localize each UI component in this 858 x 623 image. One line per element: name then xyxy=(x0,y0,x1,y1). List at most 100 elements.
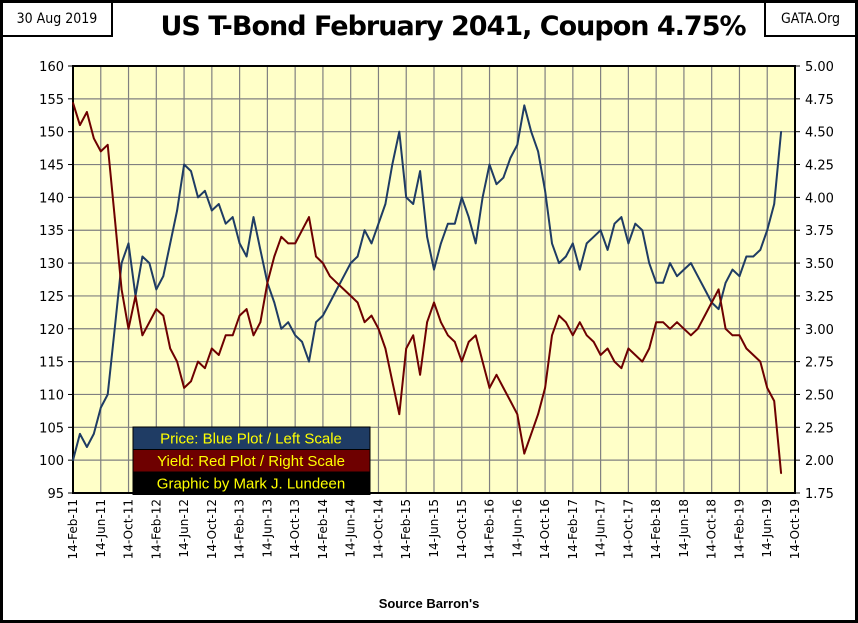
price-point xyxy=(93,433,95,435)
yield-point xyxy=(683,327,685,330)
yield-point xyxy=(280,236,283,238)
price-point xyxy=(176,209,178,212)
yield-point xyxy=(592,341,595,343)
price-point xyxy=(217,203,220,205)
left-tick-label: 160 xyxy=(39,60,64,75)
right-tick-label: 4.75 xyxy=(805,93,834,108)
yield-point xyxy=(613,360,616,363)
left-tick-label: 145 xyxy=(39,159,64,174)
left-tick-label: 95 xyxy=(47,487,64,502)
price-point xyxy=(183,163,185,166)
yield-point xyxy=(134,295,137,297)
x-tick-label: 14-Jun-15 xyxy=(427,499,441,558)
yield-point xyxy=(676,321,678,324)
yield-point xyxy=(537,413,539,415)
price-point xyxy=(495,183,498,186)
yield-point xyxy=(391,380,394,383)
price-point xyxy=(565,255,567,258)
price-point xyxy=(315,321,317,324)
price-point xyxy=(127,242,130,245)
yield-point xyxy=(474,334,477,337)
yield-point xyxy=(245,308,248,310)
yield-point xyxy=(231,334,234,337)
price-point xyxy=(252,216,255,218)
yield-point xyxy=(752,354,755,356)
price-point xyxy=(585,242,588,245)
price-point xyxy=(99,406,102,409)
yield-point xyxy=(447,334,449,337)
yield-point xyxy=(224,334,227,337)
price-point xyxy=(509,157,512,159)
yield-point xyxy=(405,347,408,350)
price-point xyxy=(190,170,192,172)
price-point xyxy=(745,255,748,258)
price-point xyxy=(481,196,484,199)
price-point xyxy=(301,341,303,343)
price-point xyxy=(523,104,526,107)
yield-point xyxy=(440,321,442,324)
price-point xyxy=(259,249,262,251)
price-point xyxy=(245,255,248,258)
yield-point xyxy=(329,275,331,278)
legend-row xyxy=(132,471,371,495)
yield-point xyxy=(495,373,498,376)
left-tick-label: 150 xyxy=(39,126,64,141)
x-tick-label: 14-Jun-18 xyxy=(677,499,691,558)
x-tick-label: 14-Oct-12 xyxy=(205,499,219,559)
right-tick-label: 2.50 xyxy=(805,388,834,403)
yield-point xyxy=(349,295,352,297)
x-tick-label: 14-Jun-12 xyxy=(177,499,191,558)
yield-point xyxy=(127,327,130,330)
yield-point xyxy=(648,347,651,350)
x-tick-label: 14-Jun-13 xyxy=(260,499,274,558)
price-point xyxy=(578,268,581,271)
price-point xyxy=(356,255,359,258)
yield-point xyxy=(578,321,581,324)
price-point xyxy=(551,242,553,245)
price-point xyxy=(738,275,741,278)
x-tick-label: 14-Oct-14 xyxy=(371,499,385,559)
x-tick-label: 14-Feb-13 xyxy=(233,499,247,559)
price-point xyxy=(169,242,171,245)
yield-point xyxy=(217,354,220,356)
yield-point xyxy=(93,137,95,140)
left-tick-label: 100 xyxy=(39,454,64,469)
yield-point xyxy=(745,347,748,350)
price-point xyxy=(204,190,206,192)
right-tick-label: 3.25 xyxy=(805,290,834,305)
left-tick-label: 155 xyxy=(39,93,64,108)
source-label: Source Barron's xyxy=(378,596,480,611)
yield-point xyxy=(481,360,484,363)
price-point xyxy=(224,222,227,225)
yield-point xyxy=(287,242,290,245)
yield-point xyxy=(467,341,470,343)
date-label: 30 Aug 2019 xyxy=(3,3,113,37)
yield-point xyxy=(433,301,435,304)
yield-point xyxy=(148,321,151,324)
price-point xyxy=(697,275,699,278)
x-tick-label: 14-Oct-19 xyxy=(788,499,802,559)
price-point xyxy=(752,255,755,258)
price-point xyxy=(731,268,734,271)
price-point xyxy=(773,203,775,205)
price-point xyxy=(724,281,727,284)
price-point xyxy=(537,150,539,153)
price-point xyxy=(599,229,602,232)
yield-point xyxy=(738,334,741,337)
yield-point xyxy=(502,387,505,389)
price-point xyxy=(294,334,296,337)
yield-point xyxy=(419,373,421,376)
yield-point xyxy=(322,262,324,264)
yield-point xyxy=(211,347,213,350)
yield-point xyxy=(79,124,81,126)
yield-point xyxy=(259,321,262,324)
x-tick-label: 14-Oct-13 xyxy=(288,499,302,559)
price-point xyxy=(412,203,414,205)
price-point xyxy=(627,242,630,245)
price-point xyxy=(690,262,692,264)
price-point xyxy=(766,229,769,232)
price-point xyxy=(572,242,574,245)
price-point xyxy=(370,242,373,245)
price-point xyxy=(662,281,664,284)
